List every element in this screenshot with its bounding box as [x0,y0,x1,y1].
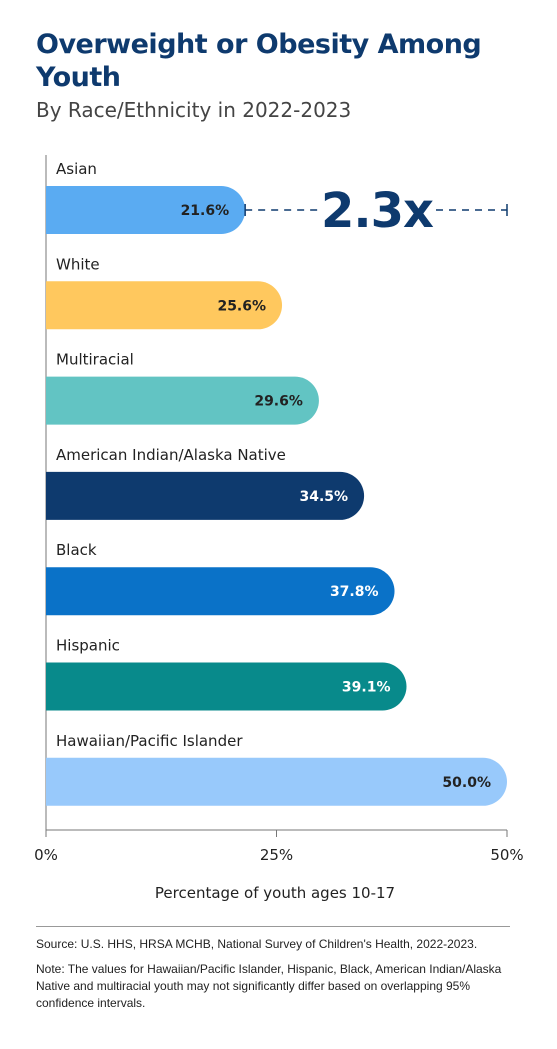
bar [46,567,395,616]
source-text: Source: U.S. HHS, HRSA MCHB, National Su… [36,937,478,951]
note-text: Note: The values for Hawaiian/Pacific Is… [36,962,502,1010]
chart-title: Overweight or Obesity Among Youth [36,29,482,93]
bar [46,376,319,425]
value-label: 29.6% [254,394,303,410]
footer-divider [36,926,510,927]
annotation-multiplier-label: 2.3x [321,183,434,239]
category-label: Multiracial [56,351,134,369]
value-label: 50.0% [442,775,491,791]
value-label: 34.5% [300,489,349,505]
chart-subtitle: By Race/Ethnicity in 2022-2023 [36,98,352,122]
x-tick-label: 50% [490,846,523,864]
category-label: Hawaiian/Pacific Islander [56,732,243,750]
bar [46,662,407,711]
bar [46,186,246,234]
category-label: American Indian/Alaska Native [56,446,286,464]
category-label: Hispanic [56,637,120,655]
x-axis-title: Percentage of youth ages 10-17 [155,884,395,902]
x-tick-label: 0% [34,846,58,864]
bar [46,757,507,806]
bar [46,281,283,330]
bar [46,471,365,520]
category-label: White [56,255,100,273]
bar-chart: 0% 25% 50% Percentage of youth ages 10-17 As… [34,155,524,902]
value-label: 39.1% [342,680,391,696]
x-tick-label: 25% [260,846,293,864]
value-label: 21.6% [181,203,230,219]
value-label: 37.8% [330,584,379,600]
value-label: 25.6% [217,298,266,314]
category-label: Black [56,541,97,559]
category-label: Asian [56,160,97,178]
